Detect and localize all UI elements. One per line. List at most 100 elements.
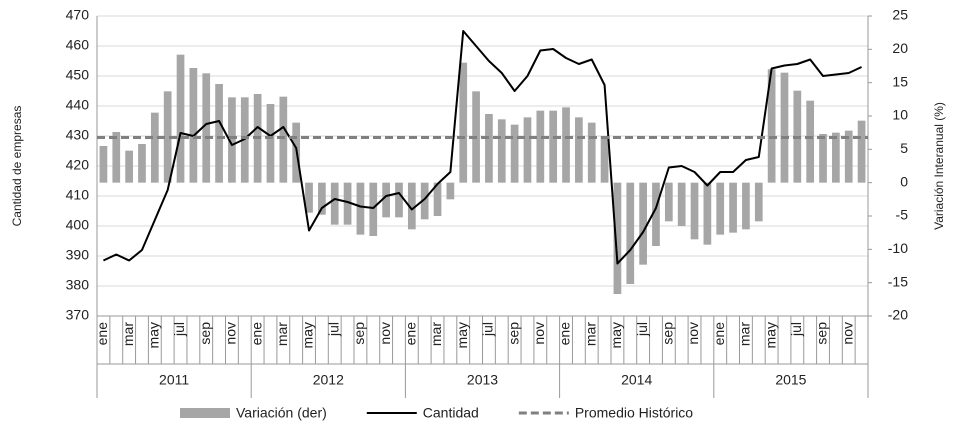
bar bbox=[549, 110, 558, 183]
x-tick-label: may bbox=[454, 322, 470, 348]
bar bbox=[215, 84, 223, 183]
x-tick-label: nov bbox=[839, 322, 855, 345]
legend-label: Promedio Histórico bbox=[575, 405, 693, 421]
y-tick-label: 470 bbox=[66, 7, 90, 23]
bar bbox=[150, 112, 159, 183]
bar bbox=[343, 182, 352, 225]
bar bbox=[536, 110, 545, 183]
y2-tick-label: 5 bbox=[900, 140, 908, 156]
x-tick-label: nov bbox=[377, 322, 393, 345]
y2-tick-label: -5 bbox=[896, 207, 909, 223]
year-label: 2013 bbox=[467, 372, 498, 388]
y2-tick-label: -15 bbox=[888, 273, 908, 289]
bar bbox=[189, 68, 198, 183]
year-label: 2011 bbox=[159, 372, 189, 388]
year-label: 2014 bbox=[621, 372, 652, 388]
bar bbox=[832, 132, 840, 183]
bar bbox=[433, 182, 442, 216]
bar bbox=[754, 182, 763, 222]
bar bbox=[382, 182, 390, 218]
bar bbox=[857, 120, 866, 183]
line bbox=[103, 30, 862, 265]
bar bbox=[703, 182, 712, 245]
y2-tick-label: -10 bbox=[888, 240, 908, 256]
y-axis-label: Cantidad de empresas bbox=[10, 106, 24, 227]
bar bbox=[420, 182, 429, 220]
bar bbox=[716, 182, 725, 235]
year-label: 2012 bbox=[313, 372, 344, 388]
y-tick-label: 410 bbox=[66, 187, 90, 203]
bar bbox=[112, 132, 121, 183]
bar bbox=[780, 72, 789, 183]
bar bbox=[330, 182, 339, 225]
bar bbox=[407, 182, 416, 230]
x-tick-label: jul bbox=[634, 322, 650, 337]
bar bbox=[369, 182, 378, 236]
y2-tick-label: 0 bbox=[900, 173, 908, 189]
y2-tick-label: 15 bbox=[892, 73, 908, 89]
bar bbox=[163, 91, 172, 183]
x-tick-label: ene bbox=[711, 322, 727, 346]
x-tick-label: ene bbox=[94, 322, 110, 346]
bar bbox=[729, 182, 737, 233]
x-tick-label: jul bbox=[325, 322, 341, 337]
x-tick-label: mar bbox=[737, 322, 753, 346]
y-tick-label: 420 bbox=[66, 157, 90, 173]
x-tick-label: sep bbox=[505, 322, 521, 345]
x-tick-label: nov bbox=[223, 322, 239, 345]
bar bbox=[639, 182, 647, 265]
legend-swatch bbox=[180, 408, 230, 418]
bar bbox=[587, 122, 596, 183]
bar bbox=[844, 130, 853, 183]
x-tick-label: may bbox=[300, 322, 316, 348]
x-tick-label: nov bbox=[531, 322, 547, 345]
bar bbox=[202, 73, 211, 183]
bar bbox=[459, 62, 468, 183]
bar bbox=[99, 146, 108, 183]
y-tick-label: 400 bbox=[66, 217, 90, 233]
bar bbox=[485, 114, 493, 183]
bar bbox=[266, 104, 275, 183]
bar bbox=[742, 182, 750, 230]
bar bbox=[446, 182, 455, 200]
bar bbox=[125, 150, 133, 183]
y-tick-label: 380 bbox=[66, 277, 90, 293]
x-tick-label: mar bbox=[274, 322, 290, 346]
y2-tick-label: -20 bbox=[888, 307, 908, 323]
x-tick-label: may bbox=[762, 322, 778, 348]
year-label: 2015 bbox=[775, 372, 806, 388]
bar bbox=[523, 117, 532, 183]
x-tick-label: ene bbox=[557, 322, 573, 346]
bar bbox=[562, 107, 570, 183]
x-tick-label: jul bbox=[788, 322, 804, 337]
y-tick-label: 450 bbox=[66, 67, 90, 83]
x-tick-label: sep bbox=[660, 322, 676, 345]
x-tick-label: sep bbox=[197, 322, 213, 345]
bar bbox=[819, 134, 827, 183]
bar bbox=[279, 96, 288, 183]
y-tick-label: 430 bbox=[66, 127, 90, 143]
y2-tick-label: 25 bbox=[892, 7, 908, 23]
bar bbox=[690, 182, 699, 240]
x-tick-label: mar bbox=[582, 322, 598, 346]
x-tick-label: sep bbox=[814, 322, 830, 345]
bar bbox=[613, 182, 622, 294]
y-tick-label: 440 bbox=[66, 97, 90, 113]
bar bbox=[806, 100, 815, 183]
bar bbox=[305, 182, 313, 213]
bar bbox=[318, 182, 326, 215]
x-tick-label: jul bbox=[171, 322, 187, 337]
x-tick-label: may bbox=[146, 322, 162, 348]
x-tick-label: nov bbox=[685, 322, 701, 345]
bar bbox=[677, 182, 686, 226]
bar bbox=[356, 182, 365, 235]
x-tick-label: jul bbox=[480, 322, 496, 337]
bar bbox=[767, 69, 776, 183]
bar bbox=[497, 119, 506, 183]
y-tick-label: 390 bbox=[66, 247, 90, 263]
legend-label: Cantidad bbox=[423, 405, 479, 421]
y-tick-label: 370 bbox=[66, 307, 90, 323]
x-tick-label: mar bbox=[428, 322, 444, 346]
bar bbox=[395, 182, 403, 218]
